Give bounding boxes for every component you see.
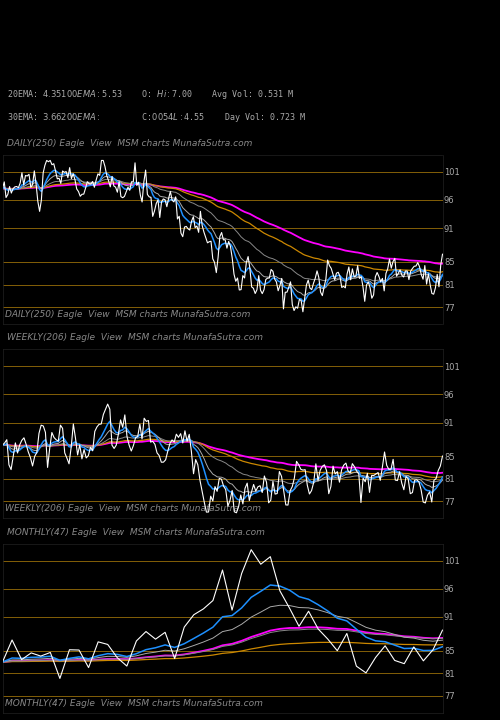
- Text: MONTHLY(47) Eagle  View  MSM charts MunafaSutra.com: MONTHLY(47) Eagle View MSM charts Munafa…: [8, 528, 266, 536]
- Text: 20EMA: $4.35    100EMA: $5.53    O: $    Hi:$7.00    Avg Vol: 0.531 M: 20EMA: $4.35 100EMA: $5.53 O: $ Hi:$7.00…: [8, 88, 294, 101]
- Text: MONTHLY(47) Eagle  View  MSM charts MunafaSutra.com: MONTHLY(47) Eagle View MSM charts Munafa…: [4, 698, 262, 708]
- Text: WEEKLY(206) Eagle  View  MSM charts MunafaSutra.com: WEEKLY(206) Eagle View MSM charts Munafa…: [4, 504, 260, 513]
- Text: DAILY(250) Eagle  View  MSM charts MunafaSutra.com: DAILY(250) Eagle View MSM charts MunafaS…: [8, 139, 253, 148]
- Text: WEEKLY(206) Eagle  View  MSM charts MunafaSutra.com: WEEKLY(206) Eagle View MSM charts Munafa…: [8, 333, 264, 342]
- Text: 30EMA: $3.66    200EMA: $        C:$0054    L: $4.55    Day Vol: 0.723 M: 30EMA: $3.66 200EMA: $ C:$0054 L: $4.55 …: [8, 111, 307, 124]
- Text: DAILY(250) Eagle  View  MSM charts MunafaSutra.com: DAILY(250) Eagle View MSM charts MunafaS…: [4, 310, 250, 319]
